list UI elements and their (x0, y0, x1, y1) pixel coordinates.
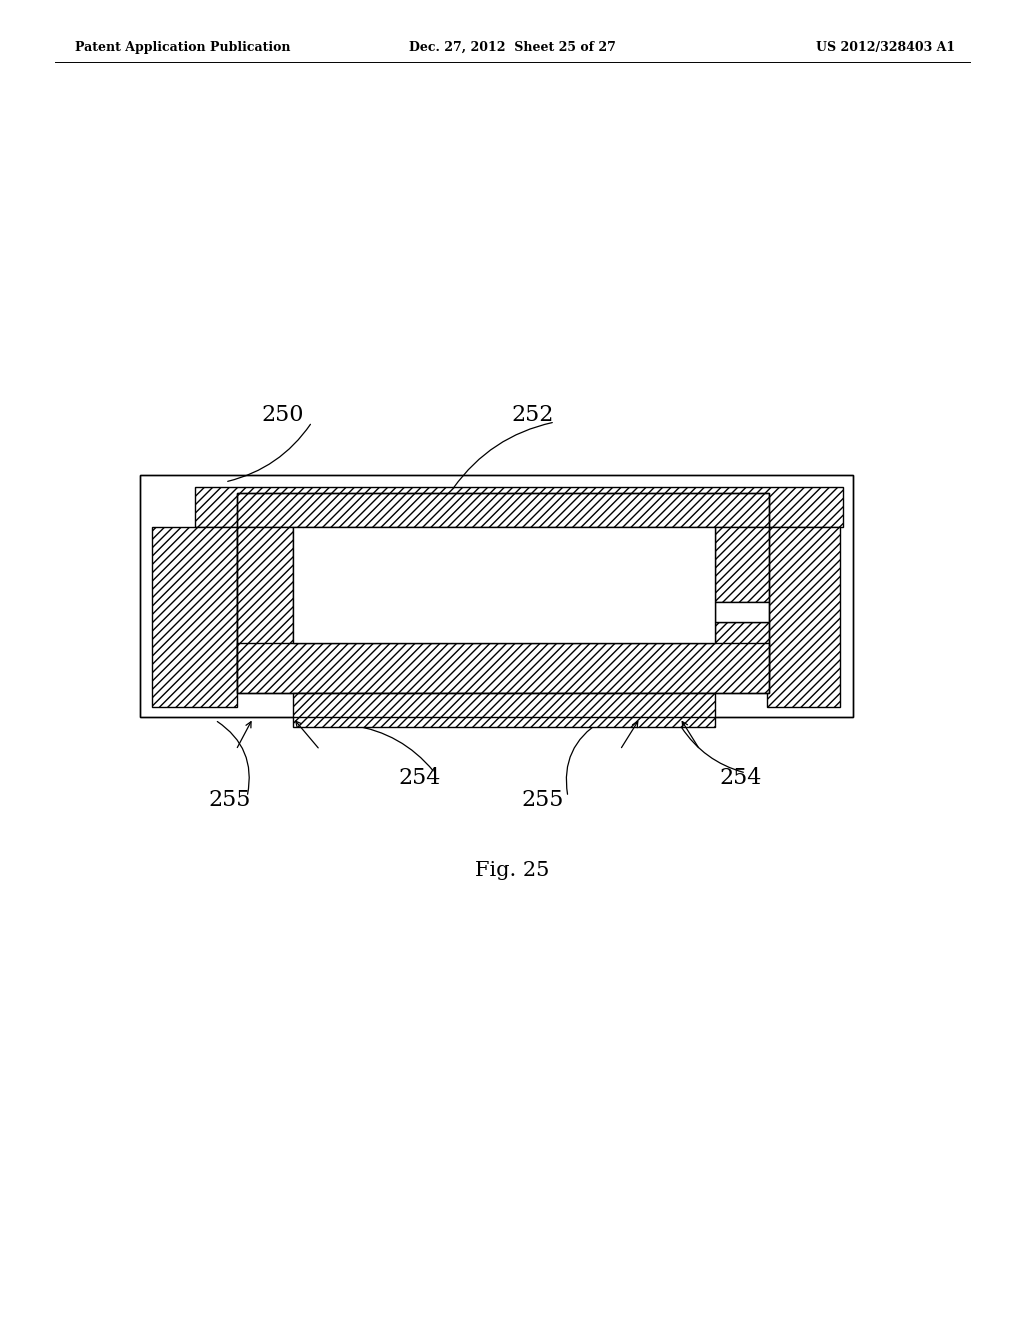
Bar (715, 622, 769, 677)
Bar (152, 527, 237, 708)
Text: 254: 254 (398, 767, 441, 789)
Text: Fig. 25: Fig. 25 (475, 861, 549, 879)
Bar (293, 693, 715, 727)
Text: Dec. 27, 2012  Sheet 25 of 27: Dec. 27, 2012 Sheet 25 of 27 (409, 41, 615, 54)
Bar (715, 527, 769, 602)
FancyArrowPatch shape (227, 424, 310, 482)
Bar (237, 492, 769, 693)
Text: US 2012/328403 A1: US 2012/328403 A1 (816, 41, 955, 54)
FancyArrowPatch shape (217, 722, 249, 795)
Bar (140, 475, 853, 717)
Text: 254: 254 (720, 767, 762, 789)
Bar (237, 527, 293, 677)
Bar (293, 527, 715, 643)
Bar (237, 492, 769, 527)
Text: 250: 250 (262, 404, 304, 426)
Text: 255: 255 (209, 789, 251, 810)
Bar (767, 527, 840, 708)
Text: Patent Application Publication: Patent Application Publication (75, 41, 291, 54)
Bar (715, 602, 769, 622)
Bar (195, 487, 843, 527)
Text: 252: 252 (512, 404, 554, 426)
FancyArrowPatch shape (454, 422, 552, 487)
FancyArrowPatch shape (352, 726, 433, 771)
Bar (237, 643, 769, 693)
Text: 255: 255 (522, 789, 564, 810)
Bar (140, 475, 853, 717)
FancyArrowPatch shape (566, 722, 601, 795)
FancyArrowPatch shape (682, 727, 743, 772)
